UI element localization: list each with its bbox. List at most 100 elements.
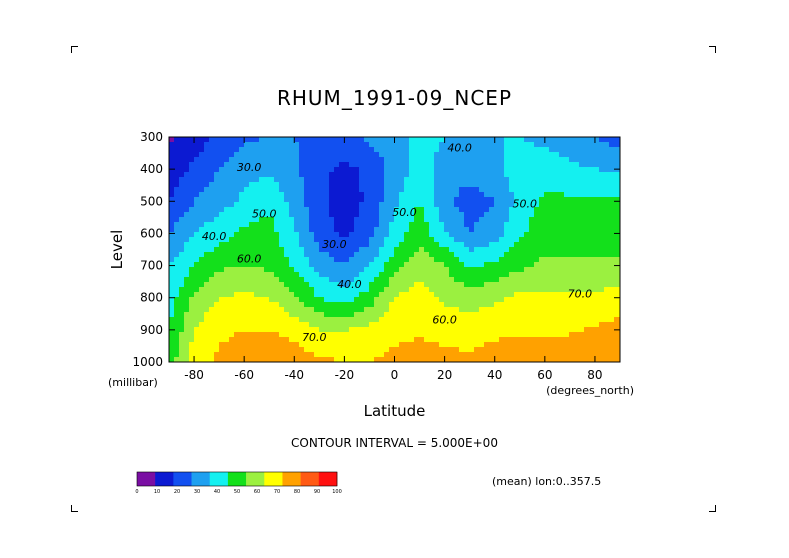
contour-cell	[324, 277, 330, 283]
contour-cell	[169, 272, 175, 278]
contour-cell	[229, 297, 235, 303]
contour-cell	[379, 347, 385, 353]
contour-cell	[374, 357, 380, 363]
contour-cell	[314, 147, 320, 153]
contour-cell	[474, 222, 480, 228]
contour-cell	[299, 317, 305, 323]
contour-cell	[329, 217, 335, 223]
contour-cell	[404, 137, 410, 143]
contour-cell	[179, 357, 185, 363]
contour-cell	[364, 337, 370, 343]
contour-cell	[579, 197, 585, 203]
contour-cell	[234, 177, 240, 183]
contour-cell	[529, 347, 535, 353]
contour-cell	[309, 257, 315, 263]
contour-cell	[569, 157, 575, 163]
contour-cell	[569, 312, 575, 318]
contour-cell	[569, 172, 575, 178]
contour-cell	[599, 357, 605, 363]
contour-cell	[249, 207, 255, 213]
contour-cell	[234, 252, 240, 258]
contour-cell	[499, 357, 505, 363]
contour-cell	[259, 237, 265, 243]
contour-cell	[464, 297, 470, 303]
contour-cell	[199, 137, 205, 143]
contour-cell	[259, 302, 265, 308]
contour-cell	[169, 172, 175, 178]
contour-cell	[514, 207, 520, 213]
contour-cell	[559, 347, 565, 353]
contour-cell	[504, 232, 510, 238]
contour-cell	[284, 247, 290, 253]
contour-cell	[444, 212, 450, 218]
contour-cell	[184, 167, 190, 173]
contour-cell	[469, 202, 475, 208]
contour-cell	[369, 157, 375, 163]
contour-cell	[559, 337, 565, 343]
contour-cell	[184, 317, 190, 323]
contour-cell	[439, 142, 445, 148]
contour-cell	[479, 227, 485, 233]
contour-cell	[274, 182, 280, 188]
contour-cell	[454, 342, 460, 348]
contour-cell	[444, 292, 450, 298]
contour-cell	[314, 187, 320, 193]
contour-cell	[599, 322, 605, 328]
contour-cell	[504, 247, 510, 253]
contour-cell	[174, 137, 180, 143]
contour-cell	[214, 347, 220, 353]
contour-cell	[589, 307, 595, 313]
contour-cell	[319, 312, 325, 318]
contour-cell	[529, 237, 535, 243]
contour-cell	[254, 187, 260, 193]
contour-cell	[409, 222, 415, 228]
contour-cell	[384, 237, 390, 243]
contour-cell	[174, 167, 180, 173]
contour-cell	[494, 197, 500, 203]
contour-cell	[369, 197, 375, 203]
contour-cell	[189, 282, 195, 288]
contour-cell	[404, 352, 410, 358]
contour-cell	[194, 277, 200, 283]
contour-cell	[324, 327, 330, 333]
contour-cell	[604, 342, 610, 348]
contour-cell	[374, 167, 380, 173]
contour-cell	[359, 137, 365, 143]
contour-cell	[554, 227, 560, 233]
contour-cell	[569, 357, 575, 363]
contour-cell	[384, 297, 390, 303]
contour-cell	[239, 332, 245, 338]
contour-cell	[224, 202, 230, 208]
contour-cell	[499, 227, 505, 233]
contour-cell	[514, 162, 520, 168]
contour-cell	[589, 142, 595, 148]
contour-cell	[354, 187, 360, 193]
contour-cell	[244, 147, 250, 153]
contour-cell	[589, 137, 595, 143]
contour-cell	[344, 267, 350, 273]
contour-cell	[194, 252, 200, 258]
contour-cell	[359, 167, 365, 173]
contour-cell	[469, 212, 475, 218]
contour-cell	[349, 182, 355, 188]
contour-cell	[614, 332, 620, 338]
contour-cell	[519, 272, 525, 278]
contour-cell	[249, 217, 255, 223]
contour-cell	[529, 232, 535, 238]
contour-cell	[544, 162, 550, 168]
contour-cell	[609, 297, 615, 303]
contour-cell	[599, 297, 605, 303]
contour-cell	[504, 207, 510, 213]
contour-cell	[344, 167, 350, 173]
contour-cell	[394, 207, 400, 213]
contour-cell	[299, 322, 305, 328]
contour-cell	[249, 252, 255, 258]
contour-cell	[449, 162, 455, 168]
contour-cell	[209, 237, 215, 243]
contour-cell	[369, 332, 375, 338]
contour-cell	[229, 157, 235, 163]
contour-cell	[449, 307, 455, 313]
contour-cell	[614, 282, 620, 288]
contour-cell	[434, 197, 440, 203]
contour-cell	[459, 212, 465, 218]
